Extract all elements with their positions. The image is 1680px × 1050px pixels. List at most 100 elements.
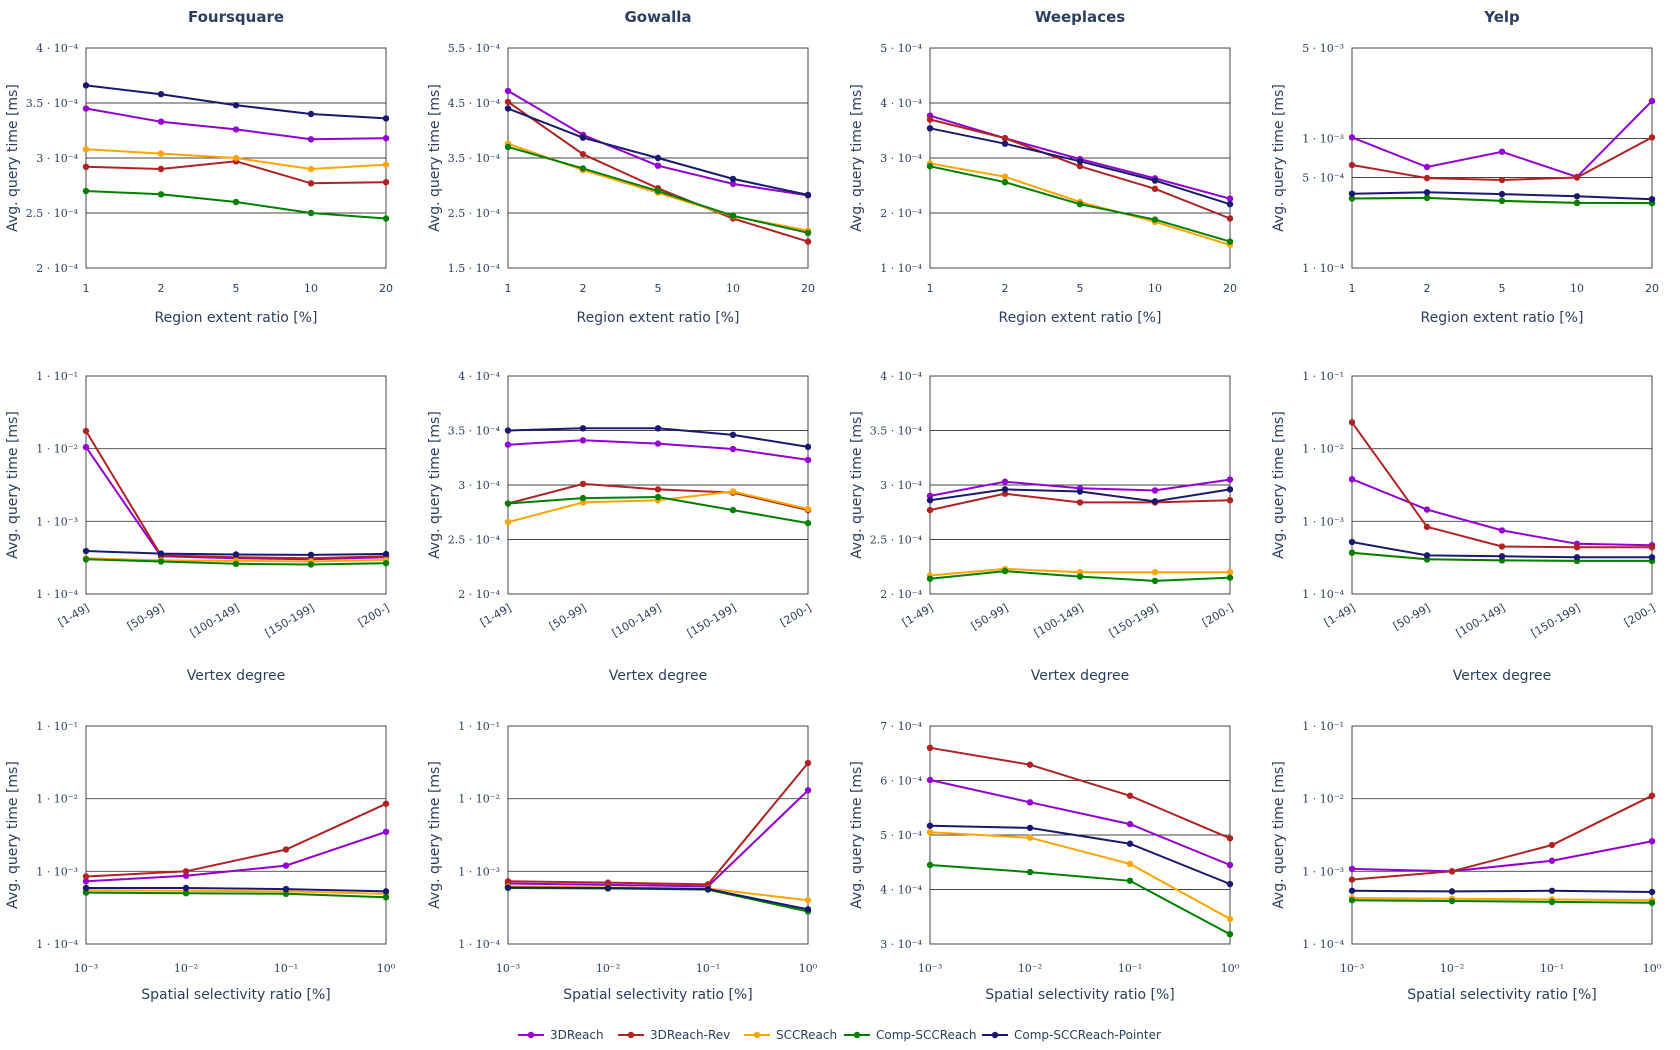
data-point-comp-sccreach — [654, 187, 662, 195]
x-tick-label: [200-] — [1622, 601, 1658, 629]
y-tick-label: 1 · 10⁻³ — [1302, 865, 1344, 878]
x-axis-title: Region extent ratio [%] — [155, 310, 318, 326]
legend-label: SCCReach — [776, 1028, 837, 1042]
x-tick-label: 10⁻² — [1018, 962, 1042, 975]
data-point-comp-sccreach-pointer — [382, 888, 390, 895]
plot-frame — [1351, 375, 1653, 595]
data-point-comp-sccreach-pointer — [1548, 887, 1556, 894]
series-line-3dreach-rev — [85, 802, 387, 878]
data-point-comp-sccreach-pointer — [1348, 190, 1356, 197]
x-tick-label: 10 — [304, 282, 318, 295]
x-tick-label: 2 — [580, 282, 587, 295]
data-point-comp-sccreach — [804, 519, 812, 527]
data-point-comp-sccreach — [504, 500, 512, 507]
data-point-comp-sccreach — [1001, 179, 1009, 186]
data-point-3dreach-rev — [157, 165, 165, 173]
y-tick-label: 4.5 · 10⁻⁴ — [448, 97, 501, 110]
data-point-comp-sccreach-pointer — [1076, 158, 1084, 165]
series-line-3dreach-rev — [85, 430, 387, 560]
data-point-comp-sccreach-pointer — [1026, 824, 1034, 832]
series-line-3dreach-rev — [85, 160, 387, 185]
x-tick-label: [50-99] — [1391, 601, 1433, 633]
y-tick-label: 3.5 · 10⁻⁴ — [870, 425, 923, 438]
data-point-comp-sccreach-pointer — [1226, 486, 1234, 493]
data-point-comp-sccreach-pointer — [504, 105, 512, 112]
x-tick-label: 10⁻¹ — [1540, 962, 1564, 975]
x-tick-label: 2 — [158, 282, 165, 295]
x-tick-label: 2 — [1002, 282, 1009, 295]
y-tick-label: 2.5 · 10⁻⁴ — [870, 534, 923, 547]
chart-panel-p23: 2 · 10⁻⁴ 2.5 · 10⁻⁴ 3 · 10⁻⁴ 3.5 · 10⁻⁴ 4 · … — [849, 370, 1236, 684]
data-point-3dreach-rev — [1226, 215, 1234, 222]
data-point-comp-sccreach-pointer — [82, 884, 90, 892]
data-point-3dreach — [804, 787, 812, 794]
x-tick-label: 10⁻³ — [496, 962, 520, 975]
y-tick-label: 3.5 · 10⁻⁴ — [26, 97, 79, 110]
y-tick-label: 2 · 10⁻⁴ — [458, 588, 500, 601]
y-tick-label: 1 · 10⁻⁴ — [36, 938, 78, 951]
y-tick-label: 1.5 · 10⁻⁴ — [448, 262, 501, 275]
plot-frame — [507, 375, 809, 595]
x-tick-label: 5 — [1077, 282, 1084, 295]
data-point-comp-sccreach-pointer — [282, 885, 290, 893]
plot-frame — [85, 375, 387, 595]
data-point-3dreach-rev — [1448, 868, 1456, 875]
x-tick-label: 10 — [1570, 282, 1584, 295]
x-tick-label: [150-199] — [1107, 601, 1161, 640]
x-tick-label: 1 — [83, 282, 90, 295]
data-point-comp-sccreach — [654, 493, 662, 501]
data-point-comp-sccreach-pointer — [82, 82, 90, 89]
x-tick-label: 10⁻² — [174, 962, 198, 975]
legend-label: 3DReach — [550, 1028, 604, 1042]
y-axis-title: Avg. query time [ms] — [427, 761, 443, 909]
data-point-3dreach — [1498, 527, 1506, 534]
y-tick-label: 1 · 10⁻³ — [36, 515, 78, 528]
series-line-3dreach — [1351, 478, 1653, 547]
data-point-comp-sccreach-pointer — [382, 115, 390, 122]
y-tick-label: 1 · 10⁻² — [36, 793, 78, 806]
data-point-comp-sccreach — [1548, 898, 1556, 906]
data-point-comp-sccreach-pointer — [504, 884, 512, 891]
data-point-comp-sccreach-pointer — [1423, 189, 1431, 196]
x-axis-title: Spatial selectivity ratio [%] — [563, 987, 753, 1003]
data-point-3dreach — [82, 443, 90, 451]
series-line-comp-sccreach — [85, 891, 387, 899]
x-tick-label: [1-49] — [900, 601, 936, 629]
legend: 3DReach 3DReach-Rev SCCReach Comp-SCCReach C… — [518, 1028, 1161, 1042]
data-point-comp-sccreach — [82, 187, 90, 195]
data-point-3dreach-rev — [82, 873, 90, 880]
data-point-sccreach — [157, 150, 165, 157]
y-axis-title: Avg. query time [ms] — [427, 84, 443, 232]
data-point-3dreach — [282, 862, 290, 869]
data-point-comp-sccreach — [729, 212, 737, 219]
legend-label: 3DReach-Rev — [650, 1028, 730, 1042]
data-point-3dreach — [82, 105, 90, 112]
data-point-3dreach-rev — [82, 163, 90, 170]
data-point-3dreach-rev — [926, 506, 934, 514]
x-axis-title: Vertex degree — [1453, 668, 1552, 684]
data-point-3dreach-rev — [307, 180, 315, 187]
data-point-comp-sccreach — [1226, 930, 1234, 938]
data-point-comp-sccreach-pointer — [1348, 538, 1356, 546]
data-point-comp-sccreach-pointer — [579, 425, 587, 432]
data-point-comp-sccreach — [1026, 868, 1034, 876]
plot-frame — [507, 725, 809, 945]
y-tick-label: 3 · 10⁻⁴ — [458, 479, 500, 492]
data-point-sccreach — [926, 829, 934, 836]
data-point-comp-sccreach — [1648, 899, 1656, 906]
y-tick-label: 3 · 10⁻⁴ — [880, 938, 922, 951]
data-point-3dreach-rev — [579, 480, 587, 488]
data-point-3dreach — [382, 828, 390, 835]
y-tick-label: 1 · 10⁻⁴ — [880, 262, 922, 275]
y-tick-label: 5 · 10⁻⁴ — [1302, 171, 1344, 184]
x-tick-label: [150-199] — [685, 601, 739, 640]
data-point-3dreach-rev — [1076, 499, 1084, 506]
series-line-3dreach — [507, 789, 809, 888]
data-point-3dreach-rev — [1226, 497, 1234, 504]
data-point-comp-sccreach-pointer — [926, 497, 934, 504]
x-tick-label: [100-149] — [1454, 601, 1508, 640]
data-point-3dreach — [926, 776, 934, 784]
x-tick-label: [100-149] — [188, 601, 242, 640]
legend-swatch-marker — [527, 1031, 535, 1039]
data-point-comp-sccreach-pointer — [382, 550, 390, 558]
